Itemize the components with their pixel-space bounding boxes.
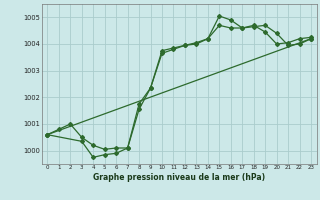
X-axis label: Graphe pression niveau de la mer (hPa): Graphe pression niveau de la mer (hPa) [93,173,265,182]
